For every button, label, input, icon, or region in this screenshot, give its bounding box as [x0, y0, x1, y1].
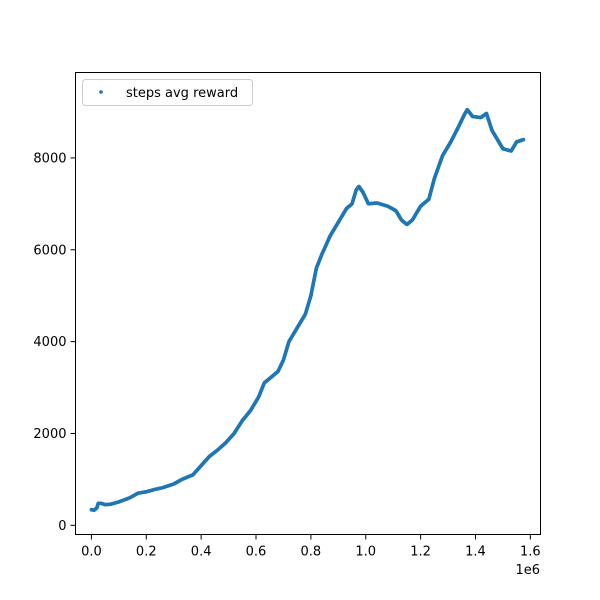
data-point	[521, 137, 526, 142]
y-tick-label: 0	[58, 519, 66, 534]
y-tick-label: 6000	[33, 243, 66, 258]
legend: steps avg reward	[82, 79, 253, 106]
y-tick-label: 2000	[33, 427, 66, 442]
y-tick-label: 8000	[33, 151, 66, 166]
legend-label: steps avg reward	[126, 86, 238, 101]
x-offset-label: 1e6	[515, 563, 540, 578]
x-tick-label: 0.8	[301, 545, 322, 560]
y-tick-label: 4000	[33, 335, 66, 350]
x-tick-label: 0.4	[191, 545, 212, 560]
x-tick-label: 0.0	[81, 545, 102, 560]
data-points-layer	[89, 107, 526, 512]
legend-box	[82, 79, 253, 106]
x-axis: 0.0 0.2 0.4 0.6 0.8 1.0 1.2 1.4 1.6	[81, 534, 541, 560]
legend-marker	[99, 90, 103, 94]
x-tick-label: 0.6	[246, 545, 267, 560]
x-tick-label: 1.6	[520, 545, 541, 560]
x-tick-label: 1.4	[465, 545, 486, 560]
x-tick-label: 1.0	[355, 545, 376, 560]
plot-frame	[75, 72, 541, 535]
x-tick-label: 0.2	[136, 545, 157, 560]
y-axis: 0 2000 4000 6000 8000	[33, 151, 76, 534]
x-tick-label: 1.2	[410, 545, 431, 560]
